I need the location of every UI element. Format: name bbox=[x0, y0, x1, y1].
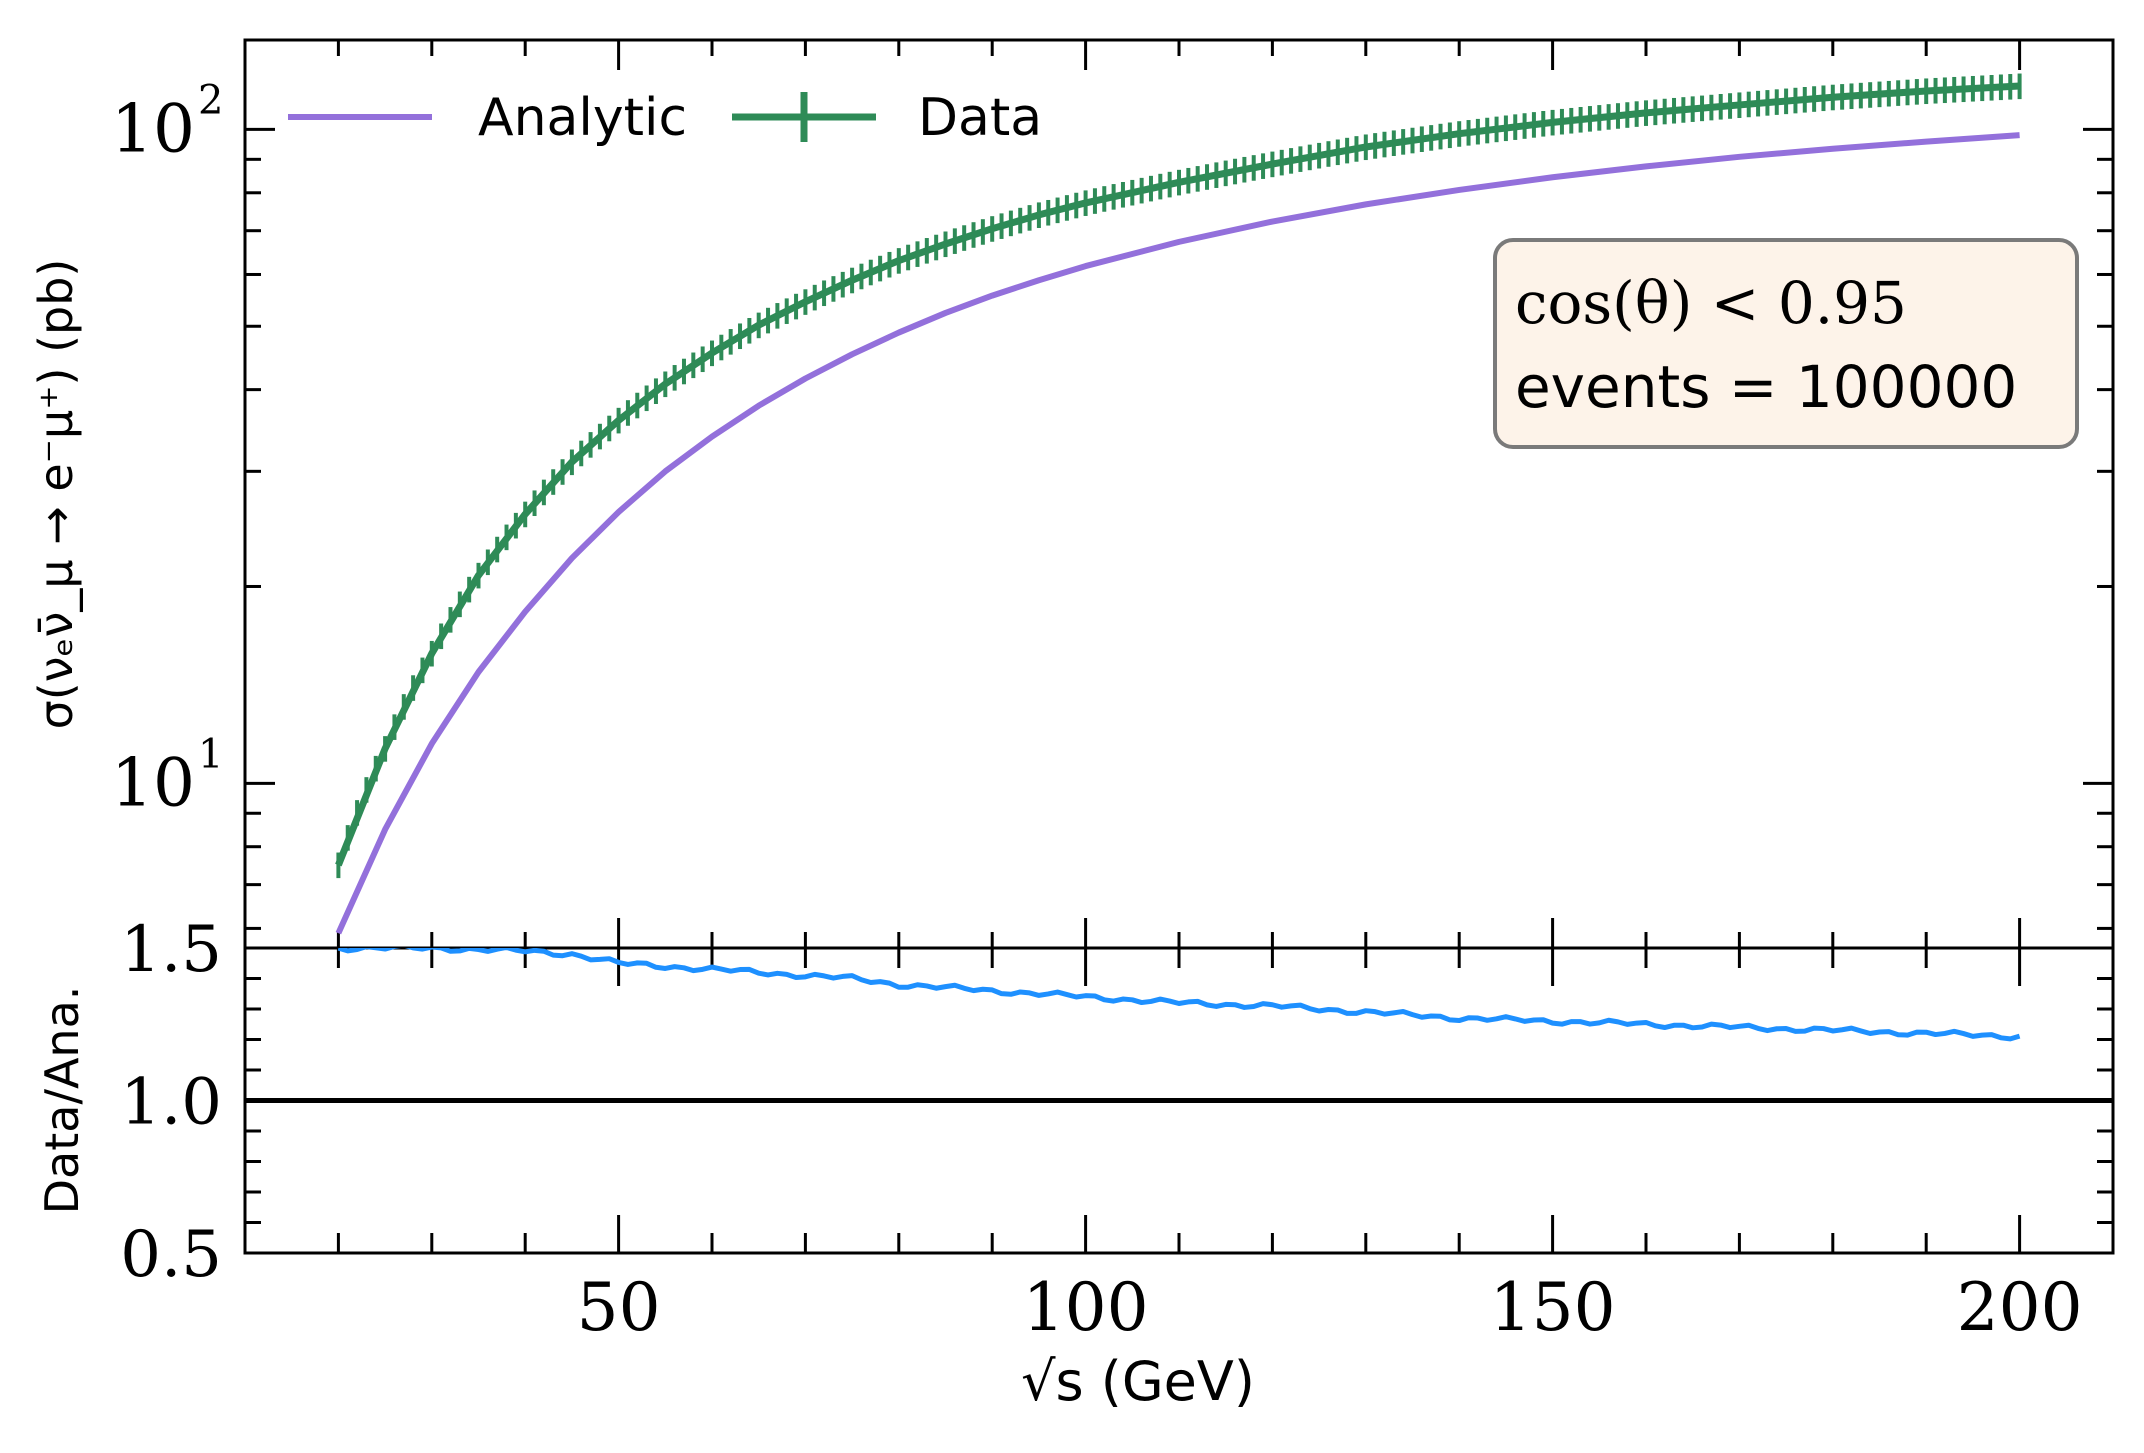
main-series bbox=[335, 73, 2022, 935]
legend-data-label: Data bbox=[918, 88, 1042, 148]
main-y-tick-exponent: 2 bbox=[198, 77, 223, 123]
ratio-y-axis-label: Data/Ana. bbox=[35, 986, 89, 1215]
ratio-panel: 0.5 1.0 1.5 50 100 150 200 Data/Ana. √s (GeV) bbox=[35, 913, 2115, 1413]
main-y-tick-label: 10 bbox=[111, 90, 195, 167]
legend: Analytic Data bbox=[288, 88, 1042, 148]
x-axis-label: √s (GeV) bbox=[1021, 1350, 1255, 1413]
annotation-box: cos(θ) < 0.95 events = 100000 bbox=[1493, 238, 2079, 449]
ratio-y-tick-label: 1.0 bbox=[120, 1066, 222, 1140]
ratio-y-tick-labels: 0.5 1.0 1.5 bbox=[120, 913, 222, 1292]
x-tick-label: 100 bbox=[1023, 1269, 1149, 1346]
annotation-line-2: events = 100000 bbox=[1515, 353, 2017, 421]
ratio-series-line bbox=[337, 948, 2021, 1042]
annotation-background bbox=[1493, 238, 2079, 449]
ratio-series bbox=[245, 948, 2113, 1103]
main-y-axis-label: σ(νₑν̄_μ → e⁻μ⁺) (pb) bbox=[29, 259, 83, 730]
x-tick-label: 200 bbox=[1957, 1269, 2083, 1346]
ratio-y-tick-label: 0.5 bbox=[120, 1218, 222, 1292]
annotation-line-1: cos(θ) < 0.95 bbox=[1515, 269, 1907, 337]
main-y-tick-label: 10 bbox=[111, 744, 195, 821]
x-tick-labels: 50 100 150 200 bbox=[577, 1269, 2083, 1346]
x-tick-label: 150 bbox=[1490, 1269, 1616, 1346]
x-tick-label: 50 bbox=[577, 1269, 661, 1346]
legend-analytic-label: Analytic bbox=[478, 88, 687, 148]
main-y-tick-exponent: 1 bbox=[198, 731, 223, 777]
analytic-series-line bbox=[335, 132, 2020, 935]
data-series-line bbox=[335, 82, 2020, 867]
main-ticks bbox=[245, 40, 2113, 948]
ratio-y-tick-label: 1.5 bbox=[120, 913, 222, 987]
